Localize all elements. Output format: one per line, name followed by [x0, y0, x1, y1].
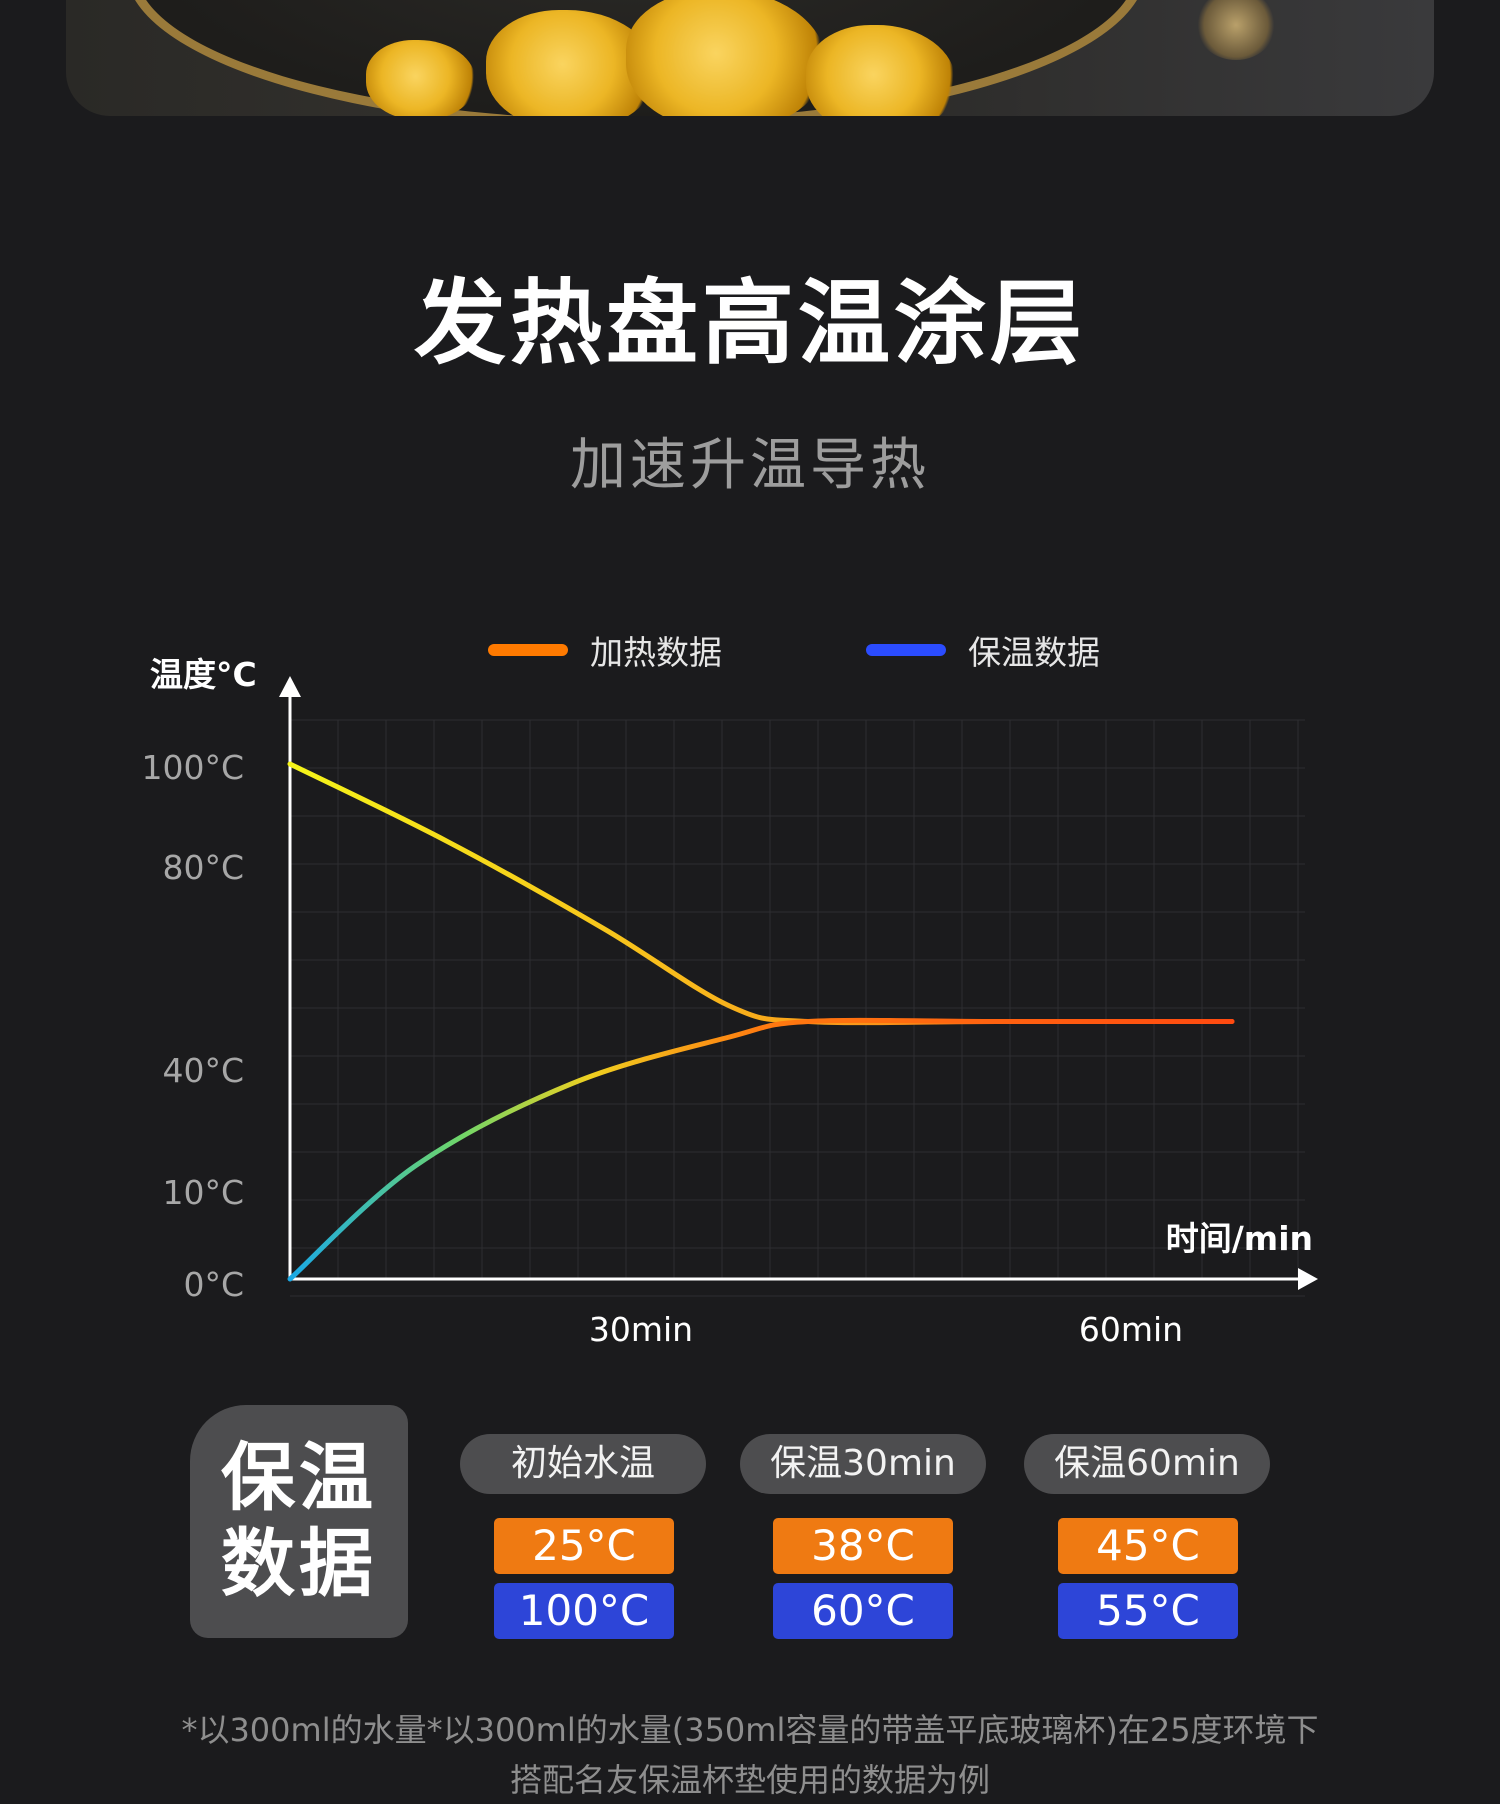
legend-item-keeping: 保温数据: [866, 625, 1100, 675]
x-tick-label: 30min: [589, 1310, 693, 1349]
y-tick-label: 0°C: [183, 1265, 244, 1304]
legend-swatch-heating: [488, 644, 568, 656]
keep-warm-label-line2: 数据: [221, 1520, 377, 1607]
y-axis-arrow-icon: [279, 676, 301, 697]
y-tick-label: 40°C: [162, 1051, 244, 1090]
legend-label-heating: 加热数据: [590, 633, 722, 672]
x-axis-arrow-icon: [1298, 1268, 1318, 1290]
flower-image: [626, 0, 826, 116]
y-axis-title: 温度°C: [150, 655, 257, 694]
temperature-chart: 温度°C 时间/min 100°C 80°C 40°C 10°C 0°C 30m…: [141, 655, 1318, 1349]
legend-swatch-keeping: [866, 644, 946, 656]
legend-label-keeping: 保温数据: [968, 633, 1100, 672]
footnote-line2: 搭配名友保温杯垫使用的数据为例: [509, 1761, 990, 1799]
page-title: 发热盘高温涂层: [413, 270, 1086, 377]
column-header-60min: 保温60min: [1024, 1434, 1270, 1494]
page-subtitle: 加速升温导热: [570, 433, 930, 498]
keep-warm-data-label: 保温 数据: [190, 1405, 408, 1638]
flower-image: [366, 40, 476, 116]
heating-value-initial: 25°C: [494, 1518, 674, 1574]
y-tick-label: 80°C: [162, 848, 244, 887]
keeping-value-initial: 100°C: [494, 1583, 674, 1639]
x-axis-title: 时间/min: [1166, 1219, 1313, 1258]
column-header-30min: 保温30min: [740, 1434, 986, 1494]
dried-flower-image: [1196, 0, 1276, 60]
keep-warm-label-line1: 保温: [221, 1435, 377, 1522]
hero-photo-chrysanthemum: [66, 0, 1434, 116]
y-tick-label: 10°C: [162, 1173, 244, 1212]
heating-value-30min: 38°C: [773, 1518, 953, 1574]
heating-value-60min: 45°C: [1058, 1518, 1238, 1574]
y-tick-label: 100°C: [141, 748, 244, 787]
x-tick-label: 60min: [1079, 1310, 1183, 1349]
keeping-value-30min: 60°C: [773, 1583, 953, 1639]
heating-curve-lower: [287, 1017, 1235, 1282]
footnote-line1: *以300ml的水量*以300ml的水量(350ml容量的带盖平底玻璃杯)在25…: [181, 1711, 1319, 1749]
chart-axes: [279, 676, 1318, 1290]
chart-grid: [289, 719, 1305, 1297]
heating-curve-upper: [287, 761, 1235, 1026]
legend-item-heating: 加热数据: [488, 625, 722, 675]
flower-image: [806, 25, 956, 116]
keeping-value-60min: 55°C: [1058, 1583, 1238, 1639]
column-header-initial: 初始水温: [460, 1434, 706, 1494]
